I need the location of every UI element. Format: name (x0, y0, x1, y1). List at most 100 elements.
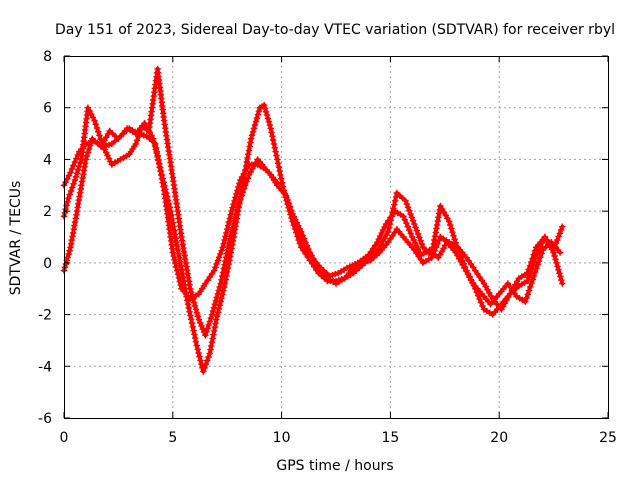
data-point (92, 121, 99, 128)
data-point (195, 316, 203, 323)
data-point (263, 111, 271, 119)
data-point (459, 257, 466, 264)
data-point (268, 129, 275, 136)
data-point (401, 216, 409, 223)
data-point (529, 255, 536, 262)
data-point (524, 277, 531, 285)
data-point (86, 107, 93, 115)
data-point (195, 349, 202, 357)
data-point (221, 284, 228, 291)
data-point (205, 353, 212, 361)
data-point (96, 132, 103, 139)
data-point (74, 166, 82, 173)
data-point (200, 368, 207, 375)
data-point (247, 135, 255, 142)
data-point (411, 239, 419, 247)
data-point (69, 229, 77, 237)
data-point (418, 240, 425, 248)
data-point (247, 139, 254, 146)
data-point (449, 229, 456, 236)
data-point (227, 249, 234, 256)
data-point (105, 155, 113, 162)
data-point (295, 222, 302, 229)
data-point (534, 261, 541, 268)
data-point (554, 263, 561, 270)
data-point (463, 267, 470, 274)
data-point (409, 233, 416, 241)
data-point (364, 257, 372, 265)
data-point (392, 197, 399, 204)
data-point (264, 115, 272, 122)
data-point (208, 342, 215, 350)
data-point (69, 184, 76, 191)
data-point (272, 148, 279, 155)
data-point (177, 281, 184, 289)
data-point (250, 125, 258, 132)
data-point (62, 178, 69, 186)
data-point (160, 183, 167, 190)
data-point (197, 357, 204, 364)
data-point (191, 331, 198, 338)
data-point (406, 207, 413, 214)
data-point (402, 197, 409, 204)
data-point (416, 234, 423, 241)
data-point (62, 260, 70, 268)
data-point (448, 225, 455, 232)
data-point (430, 251, 437, 258)
y-tick-label: -2 (38, 308, 52, 324)
data-point (388, 213, 395, 220)
data-point (385, 239, 392, 246)
data-point (273, 152, 280, 159)
data-point (390, 205, 397, 212)
data-point (234, 187, 241, 194)
y-tick-label: 2 (43, 204, 52, 220)
data-point (461, 264, 469, 271)
data-point (386, 220, 394, 228)
data-point (525, 266, 532, 273)
data-point (224, 222, 232, 229)
data-point (66, 247, 73, 254)
data-point (175, 274, 183, 282)
data-point (528, 258, 535, 266)
data-point (206, 273, 213, 281)
x-tick-label: 15 (381, 430, 399, 446)
data-point (387, 217, 394, 224)
data-point (292, 216, 299, 223)
data-point (275, 164, 283, 171)
data-point (479, 302, 486, 310)
data-point (467, 260, 475, 268)
data-point (284, 197, 291, 204)
data-point (434, 240, 441, 248)
data-point (477, 299, 485, 306)
x-tick-label: 0 (60, 430, 69, 446)
data-point (270, 136, 277, 144)
data-point (332, 270, 339, 278)
data-point (229, 204, 236, 211)
data-point (187, 312, 194, 319)
data-point (431, 247, 438, 254)
data-point (385, 224, 393, 232)
data-point (411, 246, 418, 254)
data-point (210, 331, 217, 338)
data-point (185, 304, 192, 312)
data-point (88, 139, 95, 146)
x-tick-label: 20 (490, 430, 508, 446)
data-point (97, 135, 104, 143)
x-tick-label: 10 (273, 430, 291, 446)
data-point (554, 236, 561, 244)
data-point (533, 265, 540, 272)
data-point (530, 251, 537, 258)
data-point (435, 237, 443, 244)
data-point (212, 297, 219, 304)
data-point (215, 254, 223, 261)
data-point (296, 240, 304, 247)
chart-title: Day 151 of 2023, Sidereal Day-to-day VTE… (55, 22, 615, 38)
series-3 (60, 125, 566, 313)
data-point (84, 149, 92, 156)
data-point (65, 250, 72, 258)
data-point (255, 108, 263, 115)
data-point (153, 148, 160, 155)
data-point (169, 249, 176, 256)
data-point (222, 276, 229, 283)
data-point (299, 232, 306, 239)
